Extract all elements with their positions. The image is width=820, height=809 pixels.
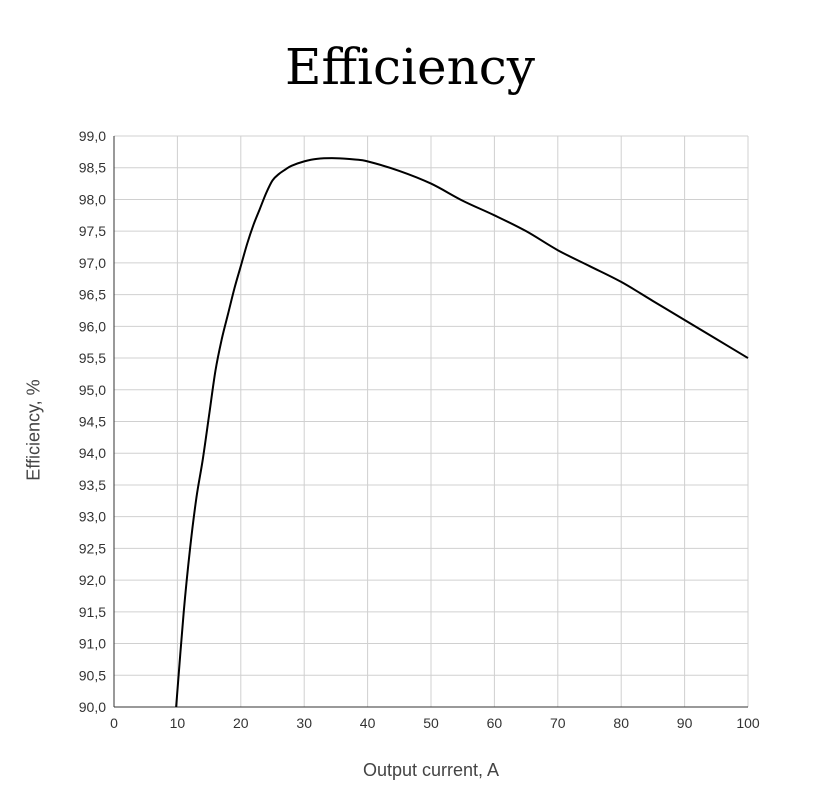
y-tick-label: 90,0: [79, 699, 106, 715]
x-tick-label: 50: [423, 715, 439, 731]
y-tick-label: 95,5: [79, 350, 106, 366]
y-tick-label: 97,0: [79, 255, 106, 271]
x-tick-label: 40: [360, 715, 376, 731]
y-tick-label: 99,0: [79, 128, 106, 144]
x-tick-label: 70: [550, 715, 566, 731]
y-tick-label: 93,5: [79, 477, 106, 493]
y-tick-label: 94,0: [79, 445, 106, 461]
y-axis-label: Efficiency, %: [23, 379, 44, 481]
x-tick-label: 0: [110, 715, 118, 731]
x-tick-label: 20: [233, 715, 249, 731]
x-tick-label: 90: [677, 715, 693, 731]
y-tick-label: 97,5: [79, 223, 106, 239]
y-tick-label: 93,0: [79, 509, 106, 525]
series-line: [175, 157, 749, 708]
x-tick-label: 80: [613, 715, 629, 731]
x-tick-label: 30: [296, 715, 312, 731]
y-tick-label: 91,0: [79, 636, 106, 652]
y-tick-label: 96,0: [79, 318, 106, 334]
y-tick-label: 95,0: [79, 382, 106, 398]
x-tick-label: 100: [736, 715, 760, 731]
y-tick-label: 90,5: [79, 667, 106, 683]
y-tick-label: 91,5: [79, 604, 106, 620]
y-tick-label: 98,5: [79, 160, 106, 176]
x-tick-label: 60: [487, 715, 503, 731]
y-tick-label: 96,5: [79, 287, 106, 303]
y-tick-label: 92,5: [79, 540, 106, 556]
y-tick-label: 98,0: [79, 191, 106, 207]
x-axis-label: Output current, A: [362, 760, 500, 780]
x-tick-label: 10: [170, 715, 186, 731]
chart-title: Efficiency: [284, 38, 536, 96]
y-tick-label: 94,5: [79, 414, 106, 430]
y-tick-label: 92,0: [79, 572, 106, 588]
